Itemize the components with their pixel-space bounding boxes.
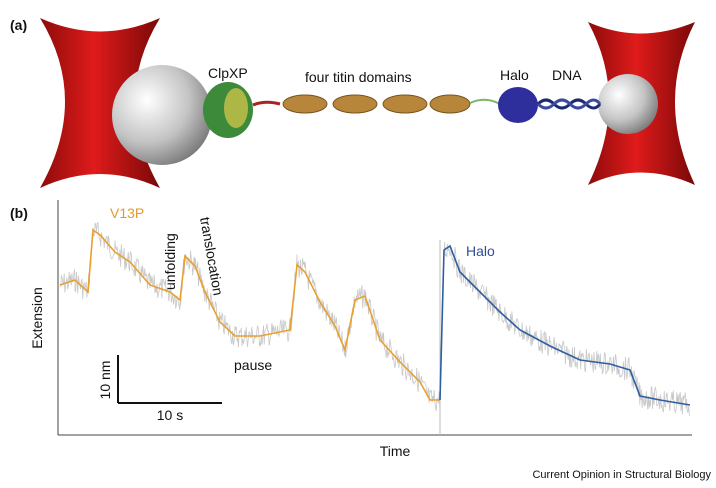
traces [59,221,691,417]
annotation: V13P [110,205,144,221]
bead [112,65,212,165]
bead [598,74,658,134]
raw-trace [59,221,441,412]
clpxp-protein [224,88,248,128]
raw-trace [439,242,690,417]
panel-label: (a) [10,17,27,33]
label: Halo [500,67,529,83]
linker [469,98,501,105]
annotation: pause [234,357,272,373]
label: DNA [552,67,582,83]
titin-domains [282,94,471,114]
panel-label: (b) [10,205,28,221]
dna [536,98,602,110]
scale-label: 10 s [157,407,183,423]
annotation: unfolding [162,233,178,290]
label: ClpXP [208,65,248,81]
scale-label: 10 nm [97,361,113,400]
halo-protein [498,87,538,123]
label: four titin domains [305,69,412,85]
annotation: Halo [466,243,495,259]
filtered-trace [439,244,691,406]
x-axis-label: Time [380,443,411,459]
filtered-trace [59,228,440,401]
y-axis-label: Extension [29,287,45,348]
linker [252,100,281,107]
credit: Current Opinion in Structural Biology [532,469,711,481]
